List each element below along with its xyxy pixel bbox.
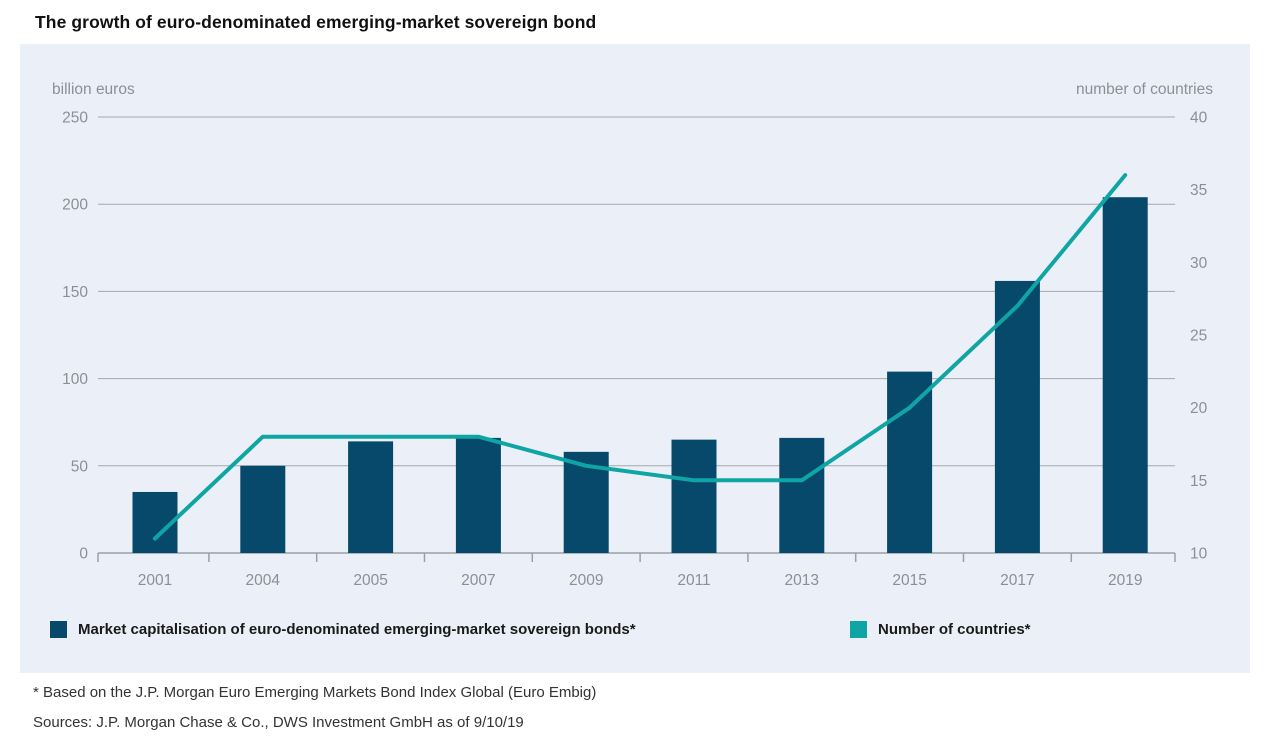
- left-axis-tick-label-100: 100: [62, 371, 88, 388]
- legend-item-market-cap: Market capitalisation of euro-denominate…: [50, 621, 636, 638]
- bar-2019: [1102, 197, 1148, 553]
- left-axis-tick-label-250: 250: [62, 110, 88, 127]
- right-axis-tick-label-15: 15: [1190, 473, 1207, 490]
- bar-2005: [348, 441, 394, 553]
- left-axis-tick-label-150: 150: [62, 284, 88, 301]
- right-axis-tick-label-30: 30: [1190, 255, 1208, 272]
- x-axis-label-2001: 2001: [138, 572, 172, 589]
- x-axis-label-2009: 2009: [569, 572, 603, 589]
- right-axis-tick-label-25: 25: [1190, 328, 1207, 345]
- legend-item-countries: Number of countries*: [850, 621, 1031, 638]
- x-axis-label-2017: 2017: [1000, 572, 1034, 589]
- right-axis-tick-label-40: 40: [1190, 110, 1208, 127]
- right-axis-title: number of countries: [1076, 81, 1213, 98]
- left-axis-tick-label-50: 50: [71, 458, 89, 475]
- left-axis-title: billion euros: [52, 81, 135, 98]
- chart-legend: Market capitalisation of euro-denominate…: [50, 621, 1220, 647]
- legend-label: Number of countries*: [878, 621, 1031, 638]
- left-axis-tick-label-0: 0: [79, 546, 88, 563]
- right-axis-tick-label-35: 35: [1190, 182, 1207, 199]
- page-title: The growth of euro-denominated emerging-…: [35, 12, 597, 32]
- footnote-sources: Sources: J.P. Morgan Chase & Co., DWS In…: [33, 714, 524, 731]
- combo-chart: billion euros number of countries 0 50 100 15…: [52, 81, 1213, 589]
- right-axis-tick-label-20: 20: [1190, 400, 1208, 417]
- x-axis-label-2015: 2015: [892, 572, 926, 589]
- x-axis-label-2011: 2011: [677, 572, 710, 589]
- x-axis-label-2019: 2019: [1108, 572, 1142, 589]
- legend-label: Market capitalisation of euro-denominate…: [78, 621, 636, 638]
- left-axis-tick-label-200: 200: [62, 197, 88, 214]
- bar-2015: [887, 371, 933, 553]
- chart-panel: billion euros number of countries 0 50 100 15…: [20, 44, 1250, 673]
- footnote-index-basis: * Based on the J.P. Morgan Euro Emerging…: [33, 684, 597, 701]
- footnotes: * Based on the J.P. Morgan Euro Emerging…: [33, 678, 596, 738]
- countries-line: [153, 173, 1128, 541]
- right-axis-tick-label-10: 10: [1190, 546, 1208, 563]
- bar-2004: [240, 465, 286, 553]
- bar-2013: [779, 437, 825, 553]
- bar-2007: [455, 437, 501, 553]
- x-axis-label-2004: 2004: [246, 572, 281, 589]
- bar-2017: [994, 280, 1040, 553]
- line-series-swatch: [850, 621, 867, 638]
- bar-2011: [671, 439, 717, 553]
- bar-series-swatch: [50, 621, 67, 638]
- x-axis-label-2007: 2007: [461, 572, 495, 589]
- x-axis-label-2013: 2013: [785, 572, 819, 589]
- x-axis-label-2005: 2005: [353, 572, 387, 589]
